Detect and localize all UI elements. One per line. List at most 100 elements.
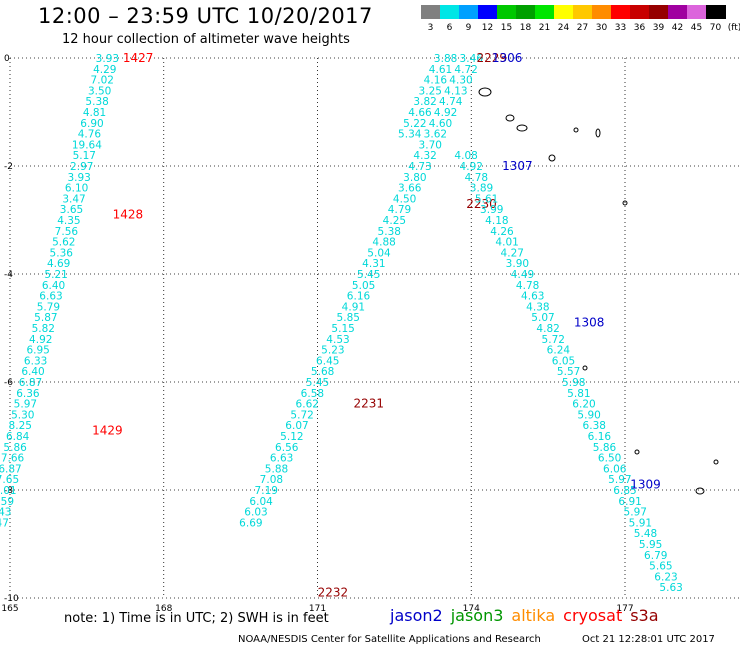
swh-value: 4.61 bbox=[429, 64, 452, 76]
pass-time-label: 2231 bbox=[353, 397, 384, 411]
swh-value: 2.97 bbox=[70, 161, 93, 173]
swh-value: 4.38 bbox=[526, 301, 549, 313]
swh-value: 4.50 bbox=[393, 193, 416, 205]
pass-time-label: 1309 bbox=[630, 478, 661, 492]
swh-value: 5.38 bbox=[85, 96, 108, 108]
satellite-legend: jason2 jason3 altika cryosat s3a bbox=[390, 606, 667, 625]
color-scale-label: 30 bbox=[595, 23, 608, 33]
swh-value: 4.79 bbox=[388, 204, 411, 216]
swh-value: 5.97 bbox=[624, 507, 647, 519]
swh-value: 5.86 bbox=[593, 442, 617, 454]
swh-value: 4.81 bbox=[83, 107, 106, 119]
swh-value: 6.50 bbox=[598, 453, 621, 465]
island-outline bbox=[713, 459, 719, 465]
island-outline bbox=[595, 128, 601, 138]
swh-value: 4.30 bbox=[449, 75, 472, 87]
swh-value: 6.16 bbox=[347, 291, 371, 303]
swh-value: 4.31 bbox=[362, 258, 385, 270]
swh-value: 5.88 bbox=[265, 463, 288, 475]
swh-value: 5.63 bbox=[659, 582, 682, 594]
swh-value: 3.70 bbox=[419, 139, 442, 151]
lon-tick-label: 165 bbox=[1, 604, 18, 614]
pass-time-label: 2230 bbox=[466, 197, 497, 211]
swh-value: 6.03 bbox=[244, 507, 267, 519]
island-outline bbox=[516, 124, 528, 132]
color-scale-label: 39 bbox=[652, 23, 665, 33]
island-outline bbox=[548, 154, 556, 162]
swh-value: 4.82 bbox=[536, 323, 559, 335]
swh-value: 6.69 bbox=[239, 517, 262, 529]
swh-value: 6.40 bbox=[21, 366, 44, 378]
swh-value: 4.08 bbox=[454, 150, 477, 162]
swh-value: 6.79 bbox=[644, 550, 667, 562]
swh-value: 6.06 bbox=[603, 463, 627, 475]
swh-value: 6.45 bbox=[316, 355, 339, 367]
swh-value: 6.33 bbox=[24, 355, 47, 367]
swh-value: 6.90 bbox=[80, 118, 103, 130]
swh-value: 7.47 bbox=[0, 517, 9, 529]
swh-value: 5.65 bbox=[649, 561, 672, 573]
island-outline bbox=[622, 200, 628, 206]
swh-value: 4.69 bbox=[47, 258, 70, 270]
swh-value: 5.04 bbox=[367, 247, 391, 259]
legend-entry: jason2 bbox=[390, 606, 443, 625]
swh-value: 4.91 bbox=[342, 301, 365, 313]
color-scale-label: 21 bbox=[538, 23, 551, 33]
swh-value: 7.65 bbox=[0, 474, 19, 486]
swh-value: 6.62 bbox=[296, 399, 319, 411]
swh-value: 5.79 bbox=[37, 301, 60, 313]
swh-value: 8.01 bbox=[0, 485, 17, 497]
swh-value: 5.57 bbox=[557, 366, 580, 378]
color-scale-label: 15 bbox=[500, 23, 513, 33]
swh-value: 6.56 bbox=[275, 442, 299, 454]
swh-value: 6.87 bbox=[0, 463, 22, 475]
swh-value: 6.59 bbox=[0, 496, 14, 508]
swh-value: 3.47 bbox=[62, 193, 85, 205]
color-scale-label: 18 bbox=[519, 23, 532, 33]
lon-tick-label: 171 bbox=[309, 604, 326, 614]
swh-value: 6.20 bbox=[572, 399, 595, 411]
pass-time-label: 2232 bbox=[318, 586, 349, 600]
swh-value: 7.02 bbox=[91, 75, 114, 87]
swh-value: 6.07 bbox=[285, 420, 308, 432]
swh-value: 6.40 bbox=[42, 280, 65, 292]
swh-value: 4.60 bbox=[429, 118, 452, 130]
swh-value: 6.23 bbox=[654, 571, 677, 583]
swh-value: 5.36 bbox=[50, 247, 74, 259]
swh-value: 4.35 bbox=[57, 215, 80, 227]
island-outline bbox=[478, 87, 492, 97]
lon-tick-label: 177 bbox=[616, 604, 633, 614]
swh-value: 4.25 bbox=[383, 215, 406, 227]
page-subtitle: 12 hour collection of altimeter wave hei… bbox=[62, 32, 350, 47]
swh-value: 4.01 bbox=[495, 237, 518, 249]
swh-value: 5.12 bbox=[280, 431, 303, 443]
swh-value: 5.34 bbox=[398, 129, 422, 141]
swh-value: 6.63 bbox=[39, 291, 62, 303]
swh-value: 3.62 bbox=[424, 129, 447, 141]
swh-value: 5.85 bbox=[337, 312, 360, 324]
swh-value: 5.98 bbox=[562, 377, 585, 389]
swh-value: 5.30 bbox=[11, 409, 34, 421]
swh-value: 6.84 bbox=[6, 431, 30, 443]
pass-time-label: 1429 bbox=[92, 424, 123, 438]
swh-value: 5.72 bbox=[542, 334, 565, 346]
swh-value: 5.45 bbox=[357, 269, 380, 281]
swh-value: 3.46 bbox=[460, 53, 484, 65]
swh-value: 4.73 bbox=[408, 161, 431, 173]
swh-value: 3.88 bbox=[434, 53, 457, 65]
swh-value: 7.19 bbox=[255, 485, 278, 497]
swh-value: 6.16 bbox=[588, 431, 612, 443]
swh-value: 4.92 bbox=[434, 107, 457, 119]
swh-value: 3.93 bbox=[67, 172, 90, 184]
swh-value: 5.38 bbox=[378, 226, 401, 238]
legend-entry: cryosat bbox=[563, 606, 623, 625]
swh-value: 4.49 bbox=[511, 269, 534, 281]
swh-value: 3.99 bbox=[480, 204, 503, 216]
swh-value: 4.78 bbox=[465, 172, 488, 184]
swh-value: 5.61 bbox=[475, 193, 498, 205]
swh-value: 5.97 bbox=[608, 474, 631, 486]
color-scale-label: 12 bbox=[481, 23, 494, 33]
island-outline bbox=[573, 127, 579, 133]
credit-line: NOAA/NESDIS Center for Satellite Applica… bbox=[238, 634, 541, 645]
color-scale-label: 9 bbox=[465, 23, 472, 33]
